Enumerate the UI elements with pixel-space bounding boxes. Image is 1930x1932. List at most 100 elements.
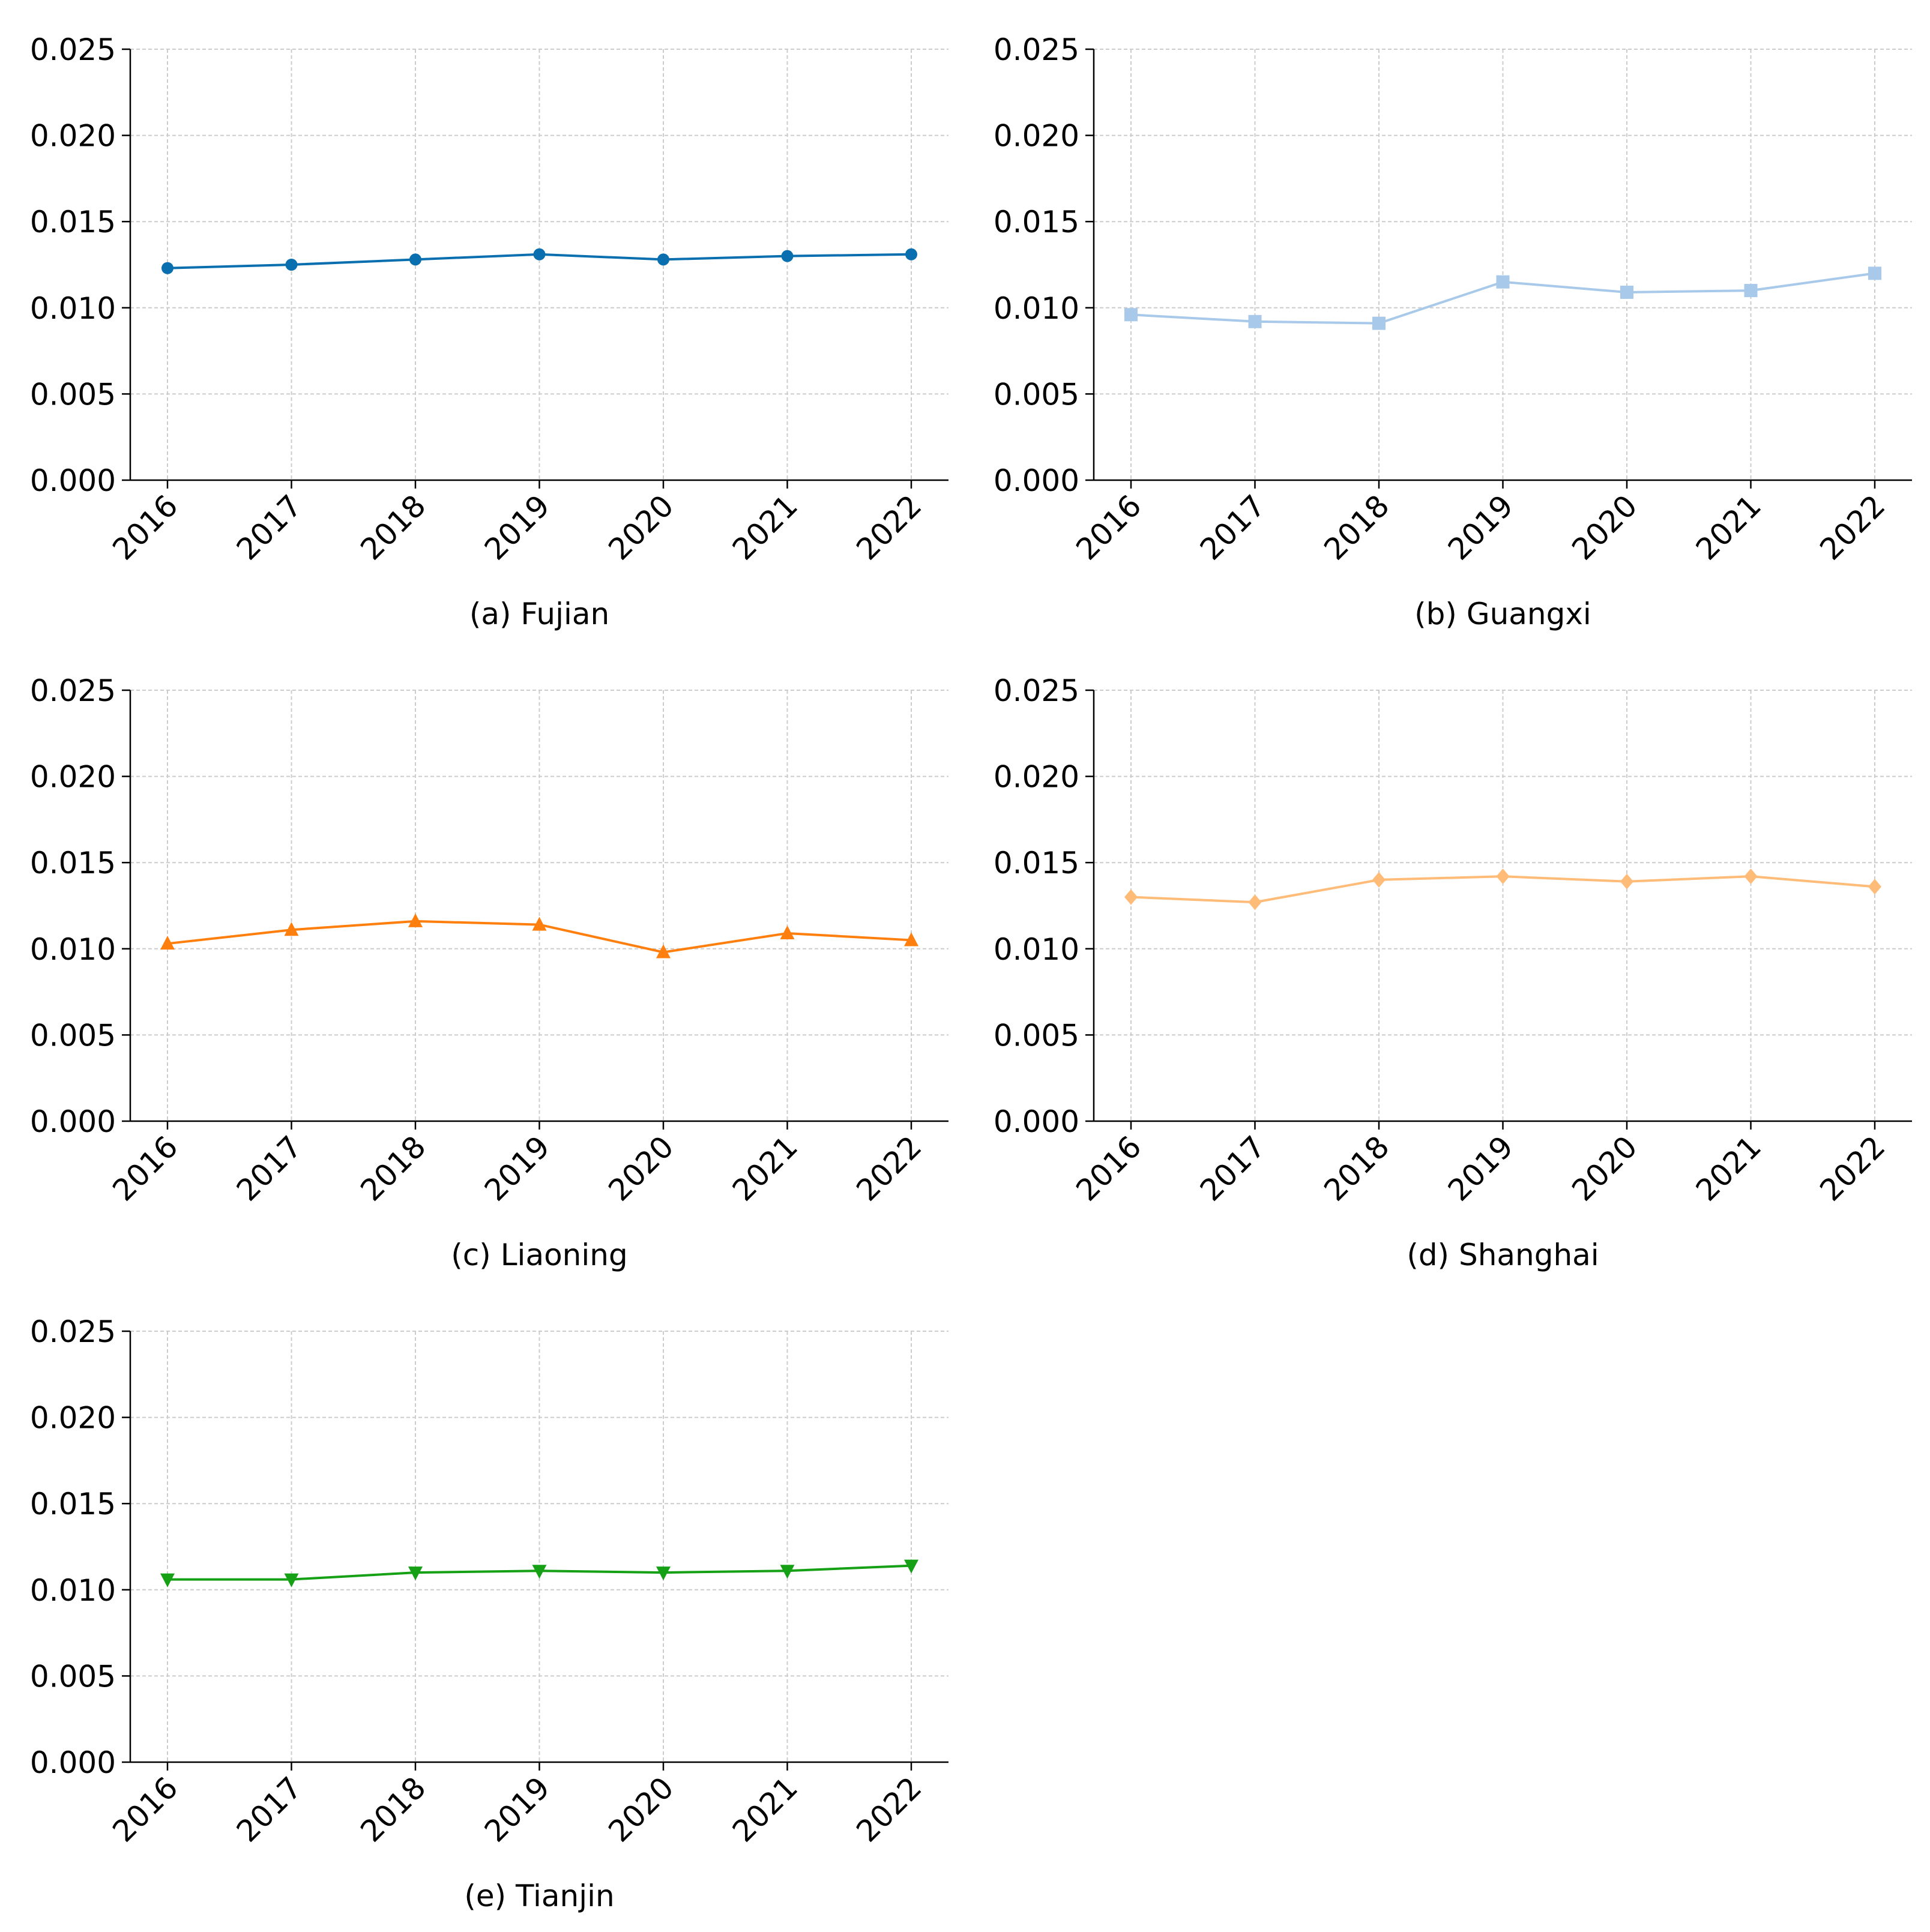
data-point	[160, 1573, 175, 1587]
chart-caption: (a) Fujian	[469, 597, 609, 631]
x-tick-label: 2021	[726, 488, 804, 567]
x-tick-label: 2018	[354, 488, 432, 567]
y-tick-label: 0.015	[994, 205, 1079, 239]
y-tick-label: 0.010	[30, 291, 116, 326]
data-point	[781, 250, 794, 262]
data-point	[1744, 868, 1758, 885]
y-tick-label: 0.025	[30, 1314, 116, 1349]
y-tick-label: 0.000	[30, 1104, 116, 1139]
data-point	[408, 1566, 423, 1581]
data-point	[284, 922, 299, 936]
chart-panel-3: 0.000 0.005 0.010 0.015 0.020 0.025 2016 2017 20…	[30, 673, 948, 1272]
chart-panel-1: 0.000 0.005 0.010 0.015 0.020 0.025 2016 2017 20…	[30, 32, 948, 631]
x-tick-label: 2019	[1441, 488, 1520, 567]
x-tick-label: 2019	[478, 1129, 556, 1208]
x-tick-label: 2022	[849, 1129, 928, 1208]
x-tick-label: 2022	[1813, 1129, 1892, 1208]
x-tick-label: 2019	[1441, 1129, 1520, 1208]
x-tick-label: 2022	[849, 1770, 928, 1849]
data-point	[161, 262, 173, 274]
y-tick-label: 0.025	[30, 32, 116, 67]
x-tick-label: 2017	[230, 1770, 309, 1849]
x-tick-label: 2016	[106, 1129, 184, 1208]
x-tick-label: 2016	[1069, 1129, 1148, 1208]
y-tick-label: 0.010	[30, 1573, 116, 1608]
grid	[1094, 49, 1912, 480]
data-point	[1124, 889, 1138, 905]
y-tick-label: 0.020	[30, 119, 116, 154]
chart-panel-5: 0.000 0.005 0.010 0.015 0.020 0.025 2016 2017 20…	[30, 1314, 948, 1913]
grid	[130, 690, 948, 1121]
chart-caption: (b) Guangxi	[1414, 597, 1591, 631]
x-tick-label: 2022	[1813, 488, 1892, 567]
x-tick-label: 2016	[106, 488, 184, 567]
data-point	[408, 913, 423, 927]
x-tick-label: 2016	[1069, 488, 1148, 567]
data-point	[1868, 266, 1881, 280]
data-point	[1620, 873, 1633, 889]
x-tick-label: 2018	[354, 1129, 432, 1208]
chart-panel-4: 0.000 0.005 0.010 0.015 0.020 0.025 2016 2017 20…	[994, 673, 1912, 1272]
grid	[1094, 690, 1912, 1121]
y-tick-label: 0.000	[994, 1104, 1079, 1139]
y-tick-label: 0.025	[994, 32, 1079, 67]
x-tick-label: 2020	[1565, 488, 1644, 567]
data-point	[285, 259, 298, 271]
data-point	[657, 253, 669, 266]
y-tick-label: 0.005	[30, 1018, 116, 1053]
y-tick-label: 0.015	[30, 846, 116, 880]
y-tick-label: 0.015	[30, 205, 116, 239]
data-point	[1248, 314, 1262, 328]
chart-caption: (d) Shanghai	[1407, 1238, 1599, 1272]
data-point	[904, 932, 918, 946]
data-point	[1124, 308, 1138, 322]
y-tick-label: 0.015	[994, 846, 1079, 880]
x-tick-label: 2020	[1565, 1129, 1644, 1208]
x-tick-label: 2016	[106, 1770, 184, 1849]
data-point	[656, 944, 671, 958]
data-point	[1496, 868, 1510, 885]
x-tick-label: 2017	[230, 488, 309, 567]
y-tick-label: 0.010	[994, 291, 1079, 326]
y-tick-label: 0.010	[994, 932, 1079, 967]
data-point	[656, 1566, 671, 1581]
x-tick-label: 2021	[1689, 488, 1768, 567]
y-tick-label: 0.025	[30, 673, 116, 708]
data-point	[532, 916, 547, 931]
y-tick-label: 0.005	[994, 377, 1079, 412]
y-tick-label: 0.015	[30, 1487, 116, 1521]
data-point	[1372, 871, 1386, 888]
y-tick-label: 0.005	[994, 1018, 1079, 1053]
data-point	[904, 1559, 918, 1574]
data-point	[1372, 316, 1386, 330]
data-point	[160, 936, 175, 950]
y-tick-label: 0.005	[30, 1659, 116, 1694]
y-tick-label: 0.010	[30, 932, 116, 967]
data-point	[780, 925, 795, 939]
x-tick-label: 2017	[1193, 1129, 1272, 1208]
x-tick-label: 2017	[1193, 488, 1272, 567]
data-point	[905, 248, 917, 260]
chart-caption: (c) Liaoning	[451, 1238, 627, 1272]
x-tick-label: 2020	[602, 488, 680, 567]
y-tick-label: 0.000	[30, 1745, 116, 1780]
data-point	[1620, 285, 1633, 299]
data-point	[532, 1565, 547, 1579]
x-tick-label: 2018	[1317, 1129, 1396, 1208]
data-point	[1248, 894, 1262, 910]
y-tick-label: 0.020	[994, 119, 1079, 154]
y-tick-label: 0.005	[30, 377, 116, 412]
data-point	[284, 1573, 299, 1587]
x-tick-label: 2021	[726, 1129, 804, 1208]
data-point	[1496, 275, 1510, 289]
x-tick-label: 2019	[478, 488, 556, 567]
data-point	[1868, 879, 1881, 895]
x-tick-label: 2021	[1689, 1129, 1768, 1208]
x-tick-label: 2021	[726, 1770, 804, 1849]
y-tick-label: 0.020	[30, 1401, 116, 1436]
x-tick-label: 2020	[602, 1129, 680, 1208]
x-tick-label: 2019	[478, 1770, 556, 1849]
data-point	[533, 248, 546, 260]
data-point	[780, 1565, 795, 1579]
